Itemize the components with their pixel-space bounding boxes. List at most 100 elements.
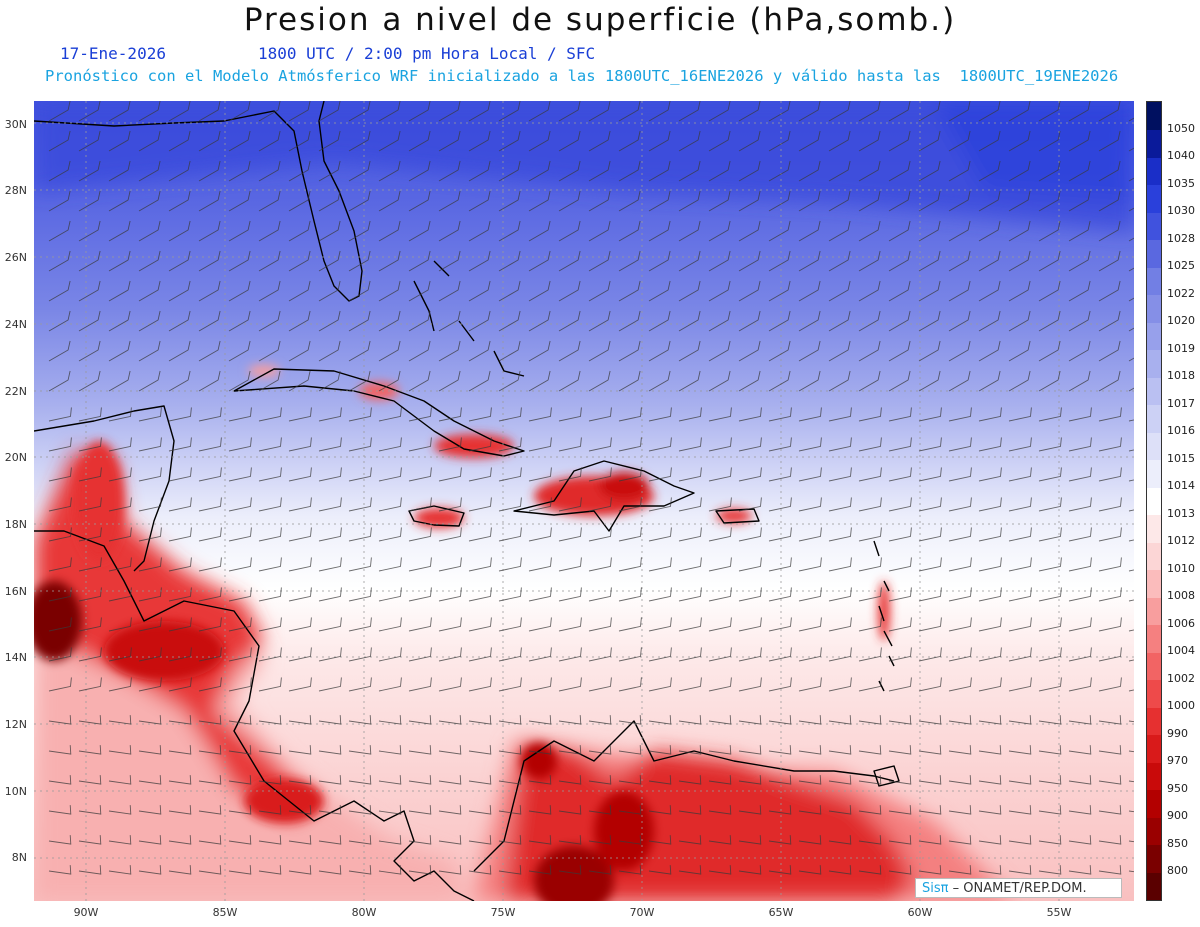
wind-barb	[378, 467, 402, 482]
wind-barb	[678, 101, 701, 122]
wind-barb	[738, 101, 761, 122]
wind-barb	[828, 527, 852, 542]
wind-barb	[1038, 130, 1061, 152]
wind-barb	[558, 370, 581, 392]
lon-tick-60w: 60W	[907, 906, 933, 919]
wind-barb	[918, 775, 942, 785]
wind-barb	[348, 280, 371, 302]
wind-barb	[1098, 437, 1122, 452]
wind-barb	[918, 617, 942, 632]
wind-barb	[318, 250, 341, 272]
time-info: 1800 UTC / 2:00 pm Hora Local / SFC	[258, 44, 596, 63]
colorbar-level-label: 1015	[1167, 451, 1195, 465]
wind-barb	[318, 617, 342, 632]
wind-barb	[708, 587, 732, 602]
wind-barb	[78, 437, 102, 452]
wind-barb	[948, 370, 971, 392]
wind-barb	[948, 130, 971, 152]
wind-barb	[618, 865, 642, 875]
wind-barb	[768, 130, 791, 152]
wind-barb	[498, 220, 521, 242]
wind-barb	[288, 310, 311, 332]
wind-barb	[408, 190, 431, 212]
wind-barb	[48, 647, 72, 662]
wind-barb	[48, 527, 72, 542]
colorbar-level-label: 1006	[1167, 616, 1195, 630]
wind-barb	[588, 280, 611, 302]
wind-barb	[1008, 407, 1032, 422]
wind-barb	[1038, 805, 1062, 815]
wind-barb	[138, 497, 162, 512]
wind-barb	[438, 130, 461, 152]
wind-barb	[888, 407, 912, 422]
wind-barb	[498, 835, 522, 845]
wind-barb	[1008, 310, 1031, 332]
wind-barb	[198, 130, 221, 152]
wind-barb	[1038, 190, 1061, 212]
wind-barb	[858, 677, 882, 692]
wind-barb	[978, 190, 1001, 212]
wind-barb	[768, 715, 792, 725]
wind-barb	[288, 370, 311, 392]
colorbar-swatch	[1147, 624, 1161, 653]
wind-barb	[378, 617, 402, 632]
wind-barb	[1098, 677, 1122, 692]
wind-barb	[228, 497, 252, 512]
wind-barb	[798, 647, 822, 662]
wind-barb	[708, 557, 732, 572]
wind-barb	[1008, 745, 1032, 755]
wind-barb	[588, 745, 612, 755]
wind-barb	[48, 370, 71, 392]
wind-barb	[498, 130, 521, 152]
wind-barb	[528, 865, 552, 875]
wind-barb	[828, 250, 851, 272]
wind-barb	[618, 467, 642, 482]
wind-barb	[1098, 805, 1122, 815]
wind-barb	[888, 557, 912, 572]
credit-brand: Sisπ	[922, 881, 949, 896]
wind-barb	[708, 220, 731, 242]
wind-barb	[708, 250, 731, 272]
wind-barb	[588, 407, 612, 422]
wind-barb	[888, 437, 912, 452]
wind-barb	[438, 340, 461, 362]
wind-barb	[468, 587, 492, 602]
wind-barb	[468, 370, 491, 392]
colorbar-swatch	[1147, 212, 1161, 241]
wind-barb	[798, 220, 821, 242]
wind-barb	[198, 647, 222, 662]
wind-barb	[648, 587, 672, 602]
wind-barb	[888, 220, 911, 242]
wind-barb	[108, 617, 132, 632]
wind-barb	[228, 527, 252, 542]
wind-barb	[438, 865, 462, 875]
wind-barb	[528, 101, 551, 122]
wind-barb	[558, 557, 582, 572]
wind-barb	[1098, 865, 1122, 875]
wind-barb	[648, 805, 672, 815]
wind-barb	[558, 101, 581, 122]
colorbar-swatch	[1147, 597, 1161, 626]
wind-barb	[288, 617, 312, 632]
wind-barb	[918, 280, 941, 302]
wind-barb	[918, 220, 941, 242]
wind-barb	[798, 467, 822, 482]
wind-barb	[828, 617, 852, 632]
wind-barb	[948, 340, 971, 362]
wind-barb	[558, 835, 582, 845]
wind-barb	[978, 527, 1002, 542]
wind-barb	[228, 557, 252, 572]
wind-barb	[558, 587, 582, 602]
wind-barb	[378, 527, 402, 542]
wind-barb	[348, 715, 372, 725]
wind-barb	[948, 587, 972, 602]
wind-barb	[408, 101, 431, 122]
wind-barb	[378, 647, 402, 662]
wind-barb	[378, 587, 402, 602]
wind-barb	[1068, 677, 1092, 692]
wind-barb	[48, 407, 72, 422]
wind-barb	[1038, 101, 1061, 122]
wind-barb	[438, 407, 462, 422]
wind-barb	[348, 467, 372, 482]
wind-barb	[288, 647, 312, 662]
